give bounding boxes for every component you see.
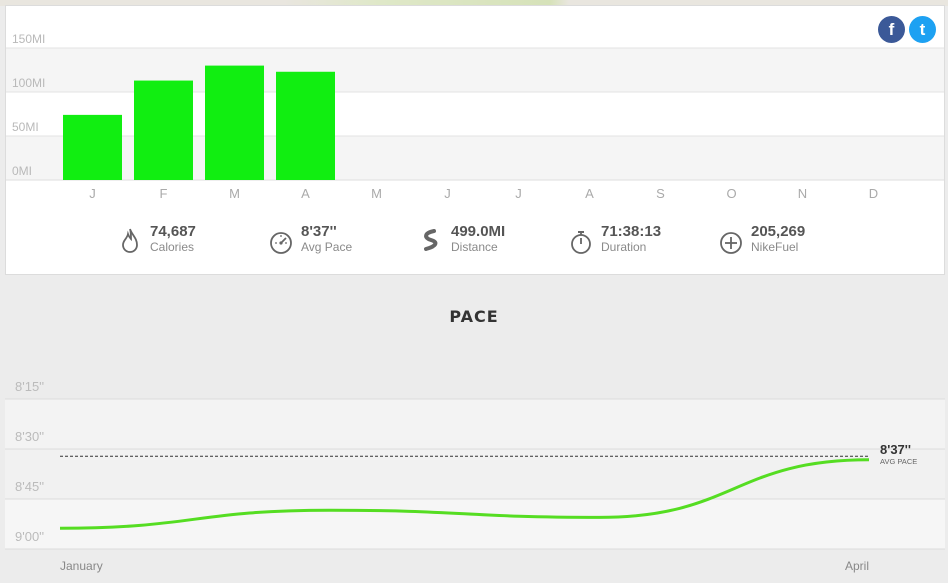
nikefuel-value: 205,269	[751, 223, 806, 240]
stat-duration: 71:38:13 Duration	[569, 223, 661, 257]
x-tick-label: J	[515, 186, 522, 201]
stat-nikefuel: 205,269 NikeFuel	[719, 223, 805, 257]
road-icon	[424, 229, 438, 251]
duration-label: Duration	[601, 240, 647, 254]
y-tick-label: 8'45''	[15, 479, 44, 494]
x-tick-label: M	[229, 186, 240, 201]
y-tick-label: 8'30''	[15, 429, 44, 444]
x-tick-label-end: April	[845, 559, 869, 573]
stopwatch-icon	[571, 231, 591, 254]
share-buttons: f t	[878, 16, 936, 43]
x-tick-label: A	[585, 186, 594, 201]
speedometer-icon	[270, 232, 292, 254]
band-2	[5, 449, 945, 499]
y-tick-label: 100MI	[12, 76, 45, 90]
x-tick-label: A	[301, 186, 310, 201]
x-tick-label: N	[798, 186, 807, 201]
bar-0	[63, 114, 122, 180]
bar-3	[276, 71, 335, 180]
y-tick-label: 150MI	[12, 32, 45, 46]
stat-distance: 499.0MI Distance	[419, 223, 505, 257]
avg-pace-label: Avg Pace	[301, 240, 353, 254]
yearly-stats-card: f t 150MI 100MI 50MI 0MI J F M A M J J A S O N D 74,687…	[5, 5, 945, 275]
x-tick-label: M	[371, 186, 382, 201]
nikefuel-label: NikeFuel	[751, 240, 799, 254]
y-tick-label: 0MI	[12, 164, 32, 178]
x-tick-label: J	[444, 186, 451, 201]
bar-1	[134, 80, 193, 180]
x-tick-label-start: January	[60, 559, 103, 573]
duration-value: 71:38:13	[601, 223, 662, 240]
bar-2	[205, 65, 264, 180]
plus-circle-icon	[720, 232, 742, 254]
pace-line	[59, 458, 870, 530]
y-tick-label: 50MI	[12, 120, 39, 134]
pace-chart: 8'15'' 8'30'' 8'45'' 9'00'' 8'37''AVG PACE Ja…	[5, 379, 945, 573]
x-tick-label: F	[160, 186, 168, 201]
band-1	[5, 399, 945, 449]
stat-calories: 74,687 Calories	[118, 223, 196, 257]
map-background-strip	[0, 0, 948, 6]
avg-pace-label: AVG PACE	[880, 457, 917, 466]
x-tick-label: D	[869, 186, 878, 201]
calories-value: 74,687	[150, 223, 196, 240]
pace-title: PACE	[449, 307, 499, 326]
y-tick-label: 9'00''	[15, 529, 44, 544]
distance-label: Distance	[451, 240, 498, 254]
x-tick-label: S	[656, 186, 665, 201]
avg-pace-value: 8'37''	[301, 223, 337, 240]
twitter-icon[interactable]: t	[909, 16, 936, 43]
distance-value: 499.0MI	[451, 223, 506, 240]
calories-label: Calories	[150, 240, 195, 254]
summary-stats: 74,687 Calories 8'37'' Avg Pace	[6, 216, 946, 276]
monthly-distance-chart: 150MI 100MI 50MI 0MI J F M A M J J A S O N D	[6, 32, 944, 201]
facebook-icon[interactable]: f	[878, 16, 905, 43]
stat-avg-pace: 8'37'' Avg Pace	[269, 223, 352, 257]
avg-pace-value: 8'37''	[880, 442, 911, 457]
x-tick-label: J	[89, 186, 96, 201]
x-tick-label: O	[726, 186, 736, 201]
flame-icon	[122, 228, 138, 253]
y-tick-label: 8'15''	[15, 379, 44, 394]
